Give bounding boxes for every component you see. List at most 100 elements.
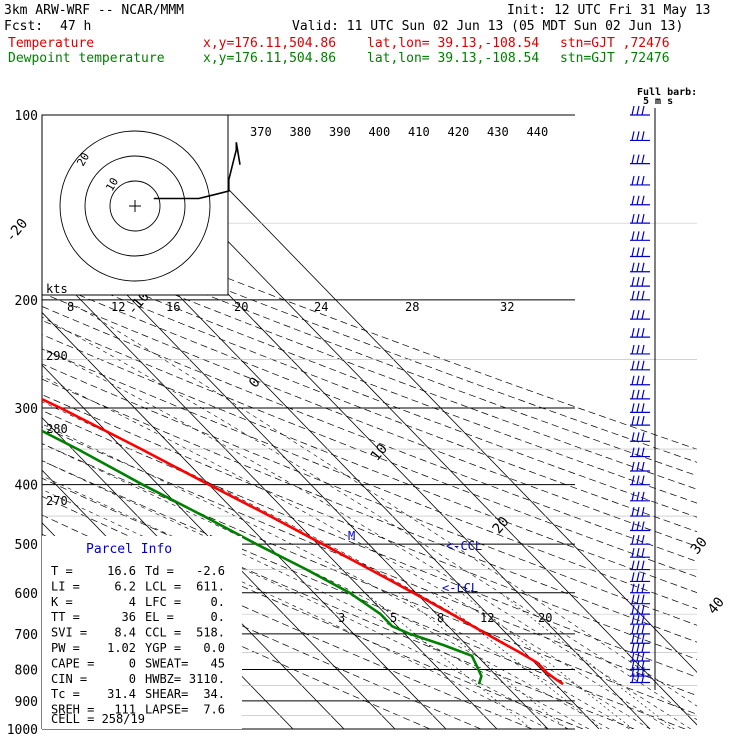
model-title: 3km ARW-WRF -- NCAR/MMM: [4, 3, 185, 18]
wind-barb-feather: [636, 666, 640, 677]
pressure-label: 700: [15, 628, 38, 643]
parcel-value: 7.6: [203, 703, 225, 717]
wind-barb-feather: [641, 105, 645, 116]
wind-barb-feather: [636, 673, 640, 683]
wind-barb-feather: [636, 375, 640, 385]
wind-barb-feather: [636, 604, 640, 615]
wind-barb-feather: [636, 624, 640, 635]
isotherm-line: [42, 311, 447, 729]
hodograph-speed-label: 20: [234, 300, 248, 314]
pressure-label: 400: [15, 479, 38, 494]
parcel-value: 45: [211, 656, 225, 670]
wind-barb-feather: [641, 195, 645, 205]
parcel-label: T =: [51, 564, 73, 578]
wind-barb-feather: [636, 491, 640, 501]
theta-label: 380: [290, 125, 312, 139]
dewpoint-station: stn=GJT ,72476: [560, 51, 670, 66]
pressure-label: 300: [15, 402, 38, 417]
mixing-ratio-line: [364, 592, 532, 729]
parcel-label: LFC =: [145, 595, 181, 609]
moist-adiabat-line: [42, 489, 549, 729]
hodograph-speed-label: 16: [166, 300, 180, 314]
wind-barb-feather: [641, 548, 645, 558]
wind-barb-feather: [641, 277, 645, 287]
theta-label: 400: [369, 125, 391, 139]
wind-barb-feather: [631, 535, 635, 545]
wind-barb-feather: [636, 231, 640, 241]
sounding-profiles: [42, 397, 564, 686]
wind-barb-feather: [636, 309, 640, 320]
wind-barb-feather: [636, 154, 640, 164]
wind-barb-feather: [641, 389, 645, 400]
wind-barb-feather: [636, 615, 640, 625]
wind-barb-feather: [636, 572, 640, 582]
wind-barb-feather: [641, 416, 645, 426]
wind-barb-feather: [631, 634, 635, 644]
wind-barb-feather: [636, 475, 640, 485]
wind-barb-feather: [641, 535, 645, 545]
wind-barb-feather: [631, 624, 635, 635]
wind-barb-feather: [641, 572, 645, 582]
wind-barb-feather: [631, 213, 635, 224]
wind-barb-feather: [641, 231, 645, 241]
wind-barb-feather: [641, 506, 645, 517]
mixing-ratio-label: 5: [390, 611, 397, 625]
isotherm-label: -20: [3, 216, 32, 246]
isotherm-line: [42, 417, 345, 729]
parcel-panel-background: [42, 536, 242, 729]
wind-barb-feather: [636, 651, 640, 662]
mixing-ratio-label: 8: [437, 611, 444, 625]
wind-barb-feather: [641, 666, 645, 677]
parcel-label: SREH =: [51, 703, 94, 717]
wind-barb-feather: [631, 583, 635, 593]
hodograph-ring: [59, 130, 211, 282]
isotherm-label: 0: [246, 374, 264, 391]
mixing-ratio-line: [499, 592, 675, 729]
init-time: Init: 12 UTC Fri 31 May 13: [507, 3, 711, 18]
wind-barb-feather: [641, 634, 645, 644]
wind-barb-feather: [631, 506, 635, 517]
parcel-label: PW =: [51, 641, 80, 655]
dewpoint-latlon: lat,lon= 39.13,-108.54: [367, 51, 540, 66]
pressure-label: 600: [15, 587, 38, 602]
theta-label: 430: [487, 125, 509, 139]
theta-side-label: 290: [46, 349, 68, 363]
hodograph-speed-label: 12: [111, 300, 125, 314]
parcel-value: 1.02: [107, 641, 136, 655]
wind-barb-feather: [641, 247, 645, 257]
wind-barb-feather: [636, 131, 640, 141]
wind-barb-feather: [636, 548, 640, 558]
wind-barb-feather: [636, 660, 640, 670]
wind-barb-feather: [631, 154, 635, 164]
wind-barb-feather: [631, 360, 635, 370]
pressure-label: 500: [15, 538, 38, 553]
wind-barb-feather: [631, 247, 635, 257]
parcel-value: 0: [129, 672, 136, 686]
hodograph-speed-label: 8: [67, 300, 74, 314]
wind-barb-feather: [636, 247, 640, 257]
wind-barb-feather: [641, 309, 645, 320]
wind-barb-feather: [631, 572, 635, 582]
wind-barb-feather: [631, 403, 635, 413]
wind-barb-feather: [636, 594, 640, 604]
hodograph-ring-label: 20: [74, 151, 92, 169]
wind-barb-feather: [636, 262, 640, 272]
parcel-value: 6.2: [114, 579, 136, 593]
wind-barb-feather: [631, 309, 635, 320]
parcel-label: CAPE =: [51, 656, 94, 670]
temperature-xy: x,y=176.11,504.86: [203, 36, 337, 51]
dewpoint-profile: [42, 429, 483, 685]
wind-barb-feather: [636, 432, 640, 442]
lcl-marker: <-LCL: [442, 581, 478, 595]
parcel-value: 3110.: [189, 672, 225, 686]
parcel-value: 8.4: [114, 626, 136, 640]
storm-cell-motion: CELL = 258/19: [51, 712, 145, 726]
parcel-value: 0.: [211, 595, 225, 609]
wind-barb-feather: [631, 416, 635, 426]
theta-label: 420: [448, 125, 470, 139]
wind-barb-feather: [631, 651, 635, 662]
parcel-label: SWEAT=: [145, 656, 188, 670]
wind-barb-feather: [641, 624, 645, 635]
parcel-value: 111: [114, 703, 136, 717]
